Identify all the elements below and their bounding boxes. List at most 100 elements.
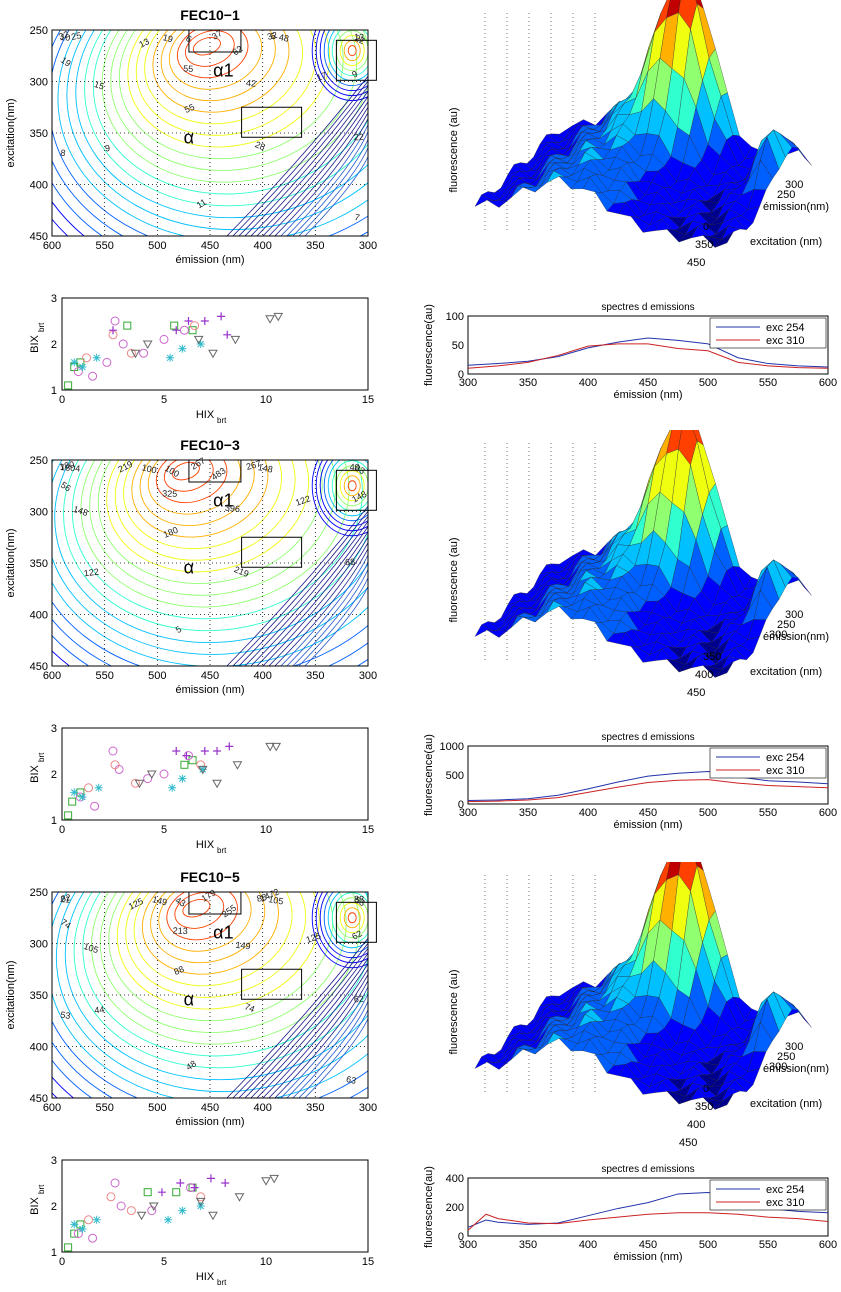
contour-label: 325 bbox=[162, 488, 177, 499]
scatter-point bbox=[110, 1178, 120, 1188]
scatter-point bbox=[208, 1211, 218, 1221]
legend-label: exc 310 bbox=[766, 765, 805, 777]
x-tick-label: 300 bbox=[359, 240, 377, 252]
contour-line bbox=[238, 85, 368, 236]
chart-title: FEC10−1 bbox=[180, 7, 240, 23]
scatter-point bbox=[148, 1202, 159, 1212]
x-tick-label: 500 bbox=[148, 670, 166, 682]
x-tick-label: 500 bbox=[699, 377, 717, 389]
y-axis-label: excitation(nm) bbox=[5, 98, 17, 167]
scatter-point bbox=[232, 761, 243, 770]
contour-label: 63 bbox=[345, 1074, 357, 1086]
chart-title: spectres d emissions bbox=[601, 302, 694, 313]
y-axis-label-sub: brt bbox=[37, 322, 46, 332]
contour-label: 148 bbox=[72, 504, 89, 518]
y-tick-label: 250 bbox=[30, 455, 48, 467]
contour-label: 122 bbox=[83, 567, 99, 579]
scatter-point bbox=[70, 1220, 79, 1229]
z-axis-label: fluorescence (au) bbox=[448, 108, 460, 193]
scatter-point bbox=[84, 1215, 94, 1225]
scatter-point bbox=[110, 760, 120, 770]
contour-line bbox=[319, 30, 368, 92]
scatter-point bbox=[196, 760, 206, 770]
contour-label: 7 bbox=[354, 212, 361, 223]
contour-label: 105 bbox=[82, 941, 99, 955]
y-tick-label: 250 bbox=[30, 25, 48, 37]
contour-label: 213 bbox=[173, 926, 188, 937]
contour-line bbox=[184, 30, 235, 67]
x-tick-label: 400 bbox=[579, 807, 597, 819]
contour-line bbox=[182, 899, 211, 918]
contour-line bbox=[144, 30, 304, 125]
scatter-point bbox=[143, 1188, 152, 1197]
scatter-point bbox=[179, 325, 189, 335]
region-box bbox=[188, 29, 242, 53]
scatter-point bbox=[159, 334, 169, 344]
x-axis-label: HIX bbox=[196, 409, 215, 421]
x-tick-label: 500 bbox=[699, 1239, 717, 1251]
x-tick-label: 600 bbox=[43, 670, 61, 682]
scatter-point bbox=[221, 1179, 230, 1187]
plot-frame bbox=[61, 727, 369, 821]
scatter-point bbox=[94, 783, 103, 792]
x-tick-label: 350 bbox=[306, 240, 324, 252]
scatter-point bbox=[88, 371, 98, 381]
scatter-point bbox=[172, 326, 181, 335]
x-tick-label: 350 bbox=[519, 1239, 537, 1251]
scatter-point bbox=[102, 357, 112, 367]
contour-line bbox=[125, 892, 307, 998]
y-tick-label: 300 bbox=[30, 939, 48, 951]
plot-frame bbox=[61, 1159, 369, 1253]
contour-line bbox=[339, 35, 365, 67]
scatter-point bbox=[200, 747, 209, 755]
x-tick-label: 300 bbox=[785, 609, 803, 621]
contour-line bbox=[141, 892, 279, 975]
x-tick-label: 550 bbox=[95, 1102, 113, 1114]
y-tick-label: 350 bbox=[30, 128, 48, 140]
contour-label: 62 bbox=[231, 43, 245, 57]
scatter-point bbox=[223, 330, 232, 339]
contour-label: 105 bbox=[268, 894, 285, 906]
contour-label: 88 bbox=[172, 964, 185, 977]
x-tick-label: 300 bbox=[459, 1239, 477, 1251]
scatter-point bbox=[159, 769, 169, 779]
scatter-point bbox=[92, 353, 101, 362]
contour-label: 13 bbox=[137, 36, 150, 49]
contour-label: 122 bbox=[294, 493, 311, 507]
contour-line bbox=[262, 536, 368, 666]
scatter-point bbox=[178, 774, 187, 783]
contour-line bbox=[52, 30, 368, 236]
y-tick-label: 3 bbox=[51, 723, 57, 735]
surface-facet bbox=[714, 231, 734, 248]
contour-line bbox=[166, 892, 238, 941]
x-axis-label: émission (nm) bbox=[175, 684, 244, 696]
y-tick-label: 1 bbox=[51, 385, 57, 397]
contour-line bbox=[168, 30, 263, 90]
series-line bbox=[467, 779, 829, 803]
contour-line bbox=[226, 75, 368, 236]
y-tick-label: 450 bbox=[30, 231, 48, 243]
contour-line bbox=[133, 892, 293, 987]
x-tick-label: 450 bbox=[639, 1239, 657, 1251]
scatter-point bbox=[116, 1201, 126, 1211]
y-tick-label: 350 bbox=[695, 239, 713, 251]
x-tick-label: 250 bbox=[777, 189, 795, 201]
legend-label: exc 254 bbox=[766, 322, 805, 334]
scatter-point bbox=[126, 1206, 136, 1216]
contour-line bbox=[280, 985, 368, 1098]
contour-line bbox=[192, 37, 221, 56]
x-axis-label-sub: brt bbox=[217, 416, 227, 425]
contour-line bbox=[150, 892, 266, 964]
x-tick-label: 0 bbox=[59, 394, 65, 406]
scatter-point bbox=[123, 321, 132, 330]
contour-line bbox=[54, 460, 368, 643]
y-tick-label: 400 bbox=[30, 180, 48, 192]
contour-label: 37 bbox=[210, 28, 224, 42]
contour-line bbox=[99, 892, 347, 1033]
contour-line bbox=[160, 30, 276, 102]
contour-label: 11 bbox=[195, 197, 208, 210]
contour-line bbox=[250, 525, 368, 666]
contour-label: 180 bbox=[162, 525, 180, 540]
series-line bbox=[467, 771, 829, 802]
contour-line bbox=[106, 460, 310, 573]
